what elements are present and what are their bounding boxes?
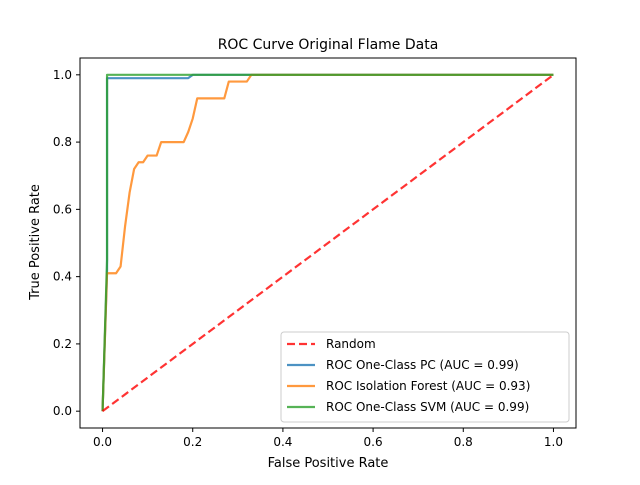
plot-area <box>101 73 555 413</box>
x-axis-label: False Positive Rate <box>268 456 389 471</box>
y-tick-label: 0.0 <box>53 404 72 418</box>
x-tick-label: 0.8 <box>454 435 473 449</box>
legend-label-2: ROC Isolation Forest (AUC = 0.93) <box>326 379 530 393</box>
x-tick-label: 0.6 <box>364 435 383 449</box>
legend-box <box>280 331 570 423</box>
axes: 0.0 0.2 0.4 0.6 0.8 1.0 0.0 0.2 0.4 0.6 0.8 1.0 <box>53 57 577 449</box>
axes-frame <box>79 57 577 429</box>
legend-label-3: ROC One-Class SVM (AUC = 0.99) <box>326 400 529 414</box>
legend-label-0: Random <box>326 337 376 351</box>
y-tick-label: 0.8 <box>53 135 72 149</box>
x-tick-label: 1.0 <box>544 435 563 449</box>
y-tick-label: 1.0 <box>53 68 72 82</box>
y-tick-label: 0.2 <box>53 337 72 351</box>
series-line-0 <box>101 73 555 413</box>
x-tick-label: 0.2 <box>183 435 202 449</box>
y-axis-label: True Positive Rate <box>28 184 43 301</box>
x-tick-label: 0.4 <box>273 435 292 449</box>
series-line-3 <box>101 73 554 412</box>
chart-title: ROC Curve Original Flame Data <box>218 37 439 53</box>
series-line-2 <box>101 73 554 412</box>
x-tick-label: 0.0 <box>93 435 112 449</box>
legend: Random ROC One-Class PC (AUC = 0.99) ROC I… <box>280 331 570 423</box>
legend-label-1: ROC One-Class PC (AUC = 0.99) <box>326 358 519 372</box>
y-tick-label: 0.6 <box>53 202 72 216</box>
y-tick-label: 0.4 <box>53 270 72 284</box>
